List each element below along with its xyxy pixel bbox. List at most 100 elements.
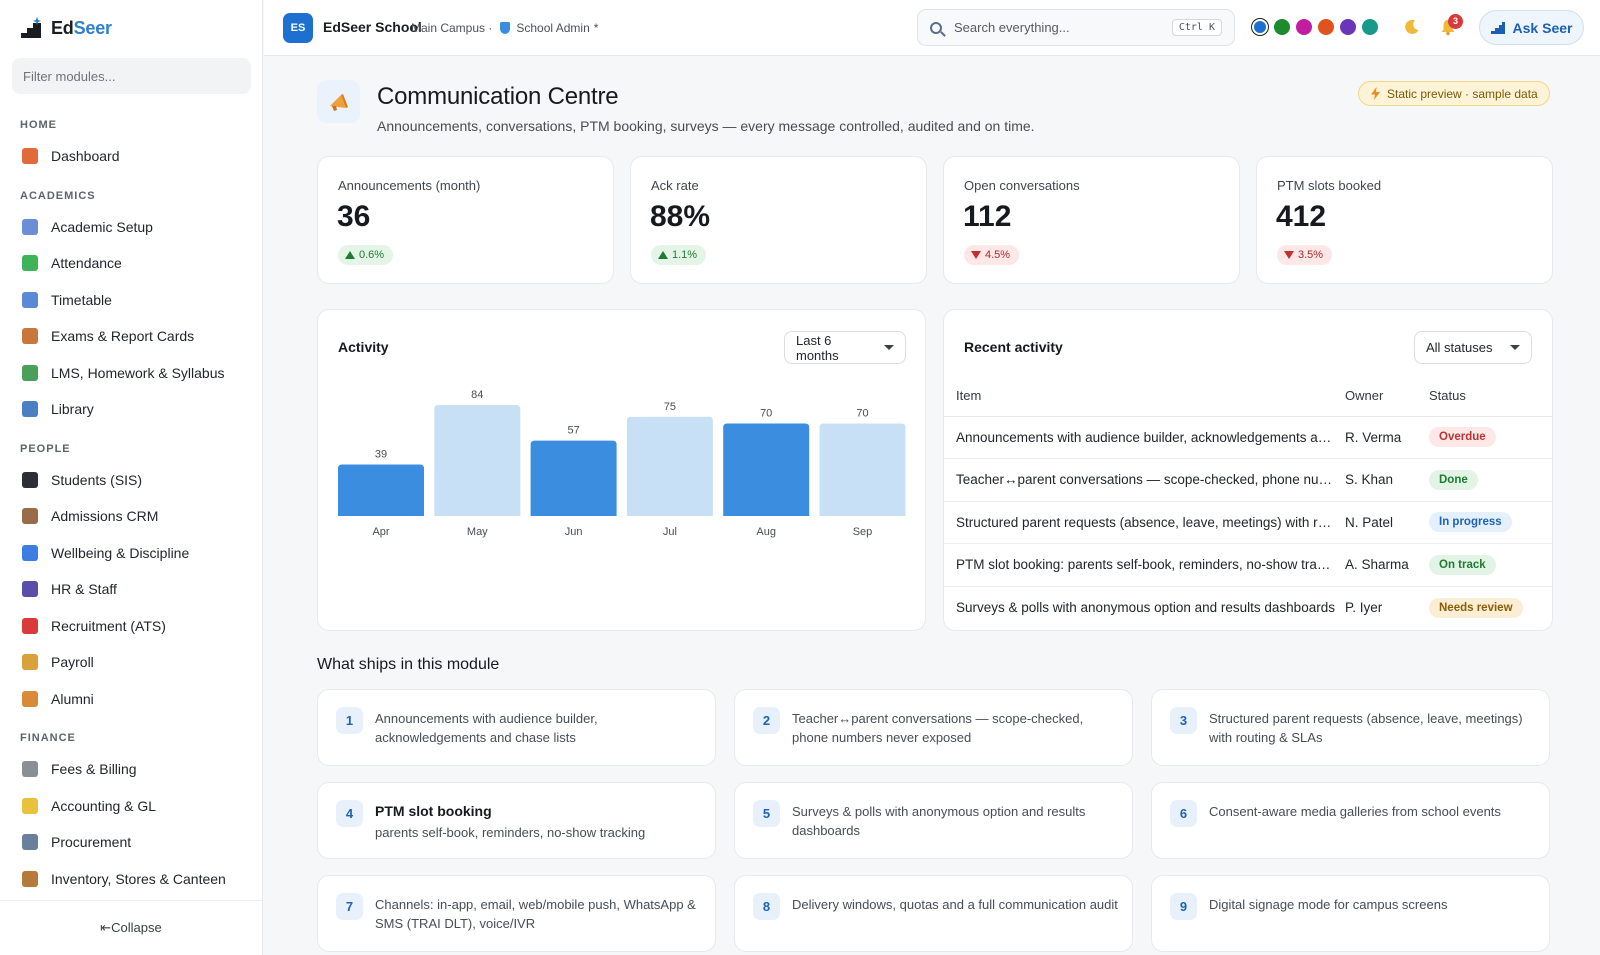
x-axis-tick-label: Aug <box>756 526 776 538</box>
status-filter-select[interactable]: All statuses <box>1414 331 1532 364</box>
cell-status: Needs review <box>1429 586 1552 629</box>
sidebar-item-students-sis[interactable]: Students (SIS) <box>0 462 262 499</box>
cell-status: Done <box>1429 458 1552 502</box>
bar-value-label: 70 <box>856 408 868 420</box>
feature-card: 7 Channels: in-app, email, web/mobile pus… <box>317 875 716 952</box>
feature-text: Digital signage mode for campus screens <box>1209 895 1539 914</box>
bar-jun[interactable] <box>530 440 617 516</box>
bar-value-label: 57 <box>567 425 579 437</box>
column-header-owner[interactable]: Owner <box>1345 376 1429 417</box>
theme-swatch[interactable] <box>1254 21 1266 33</box>
sidebar-nav: HOME Dashboard ACADEMICS Academic Setup Atte… <box>0 112 262 902</box>
activity-bar-chart: 39 Apr 84 May 57 Jun 75 Jul 70 Aug 70 Sep <box>338 389 906 538</box>
shield-icon <box>500 22 511 34</box>
x-axis-tick-label: Jul <box>663 526 677 538</box>
column-header-status[interactable]: Status <box>1429 376 1552 417</box>
static-preview-badge: Static preview · sample data <box>1358 81 1550 106</box>
ask-seer-button[interactable]: Ask Seer <box>1479 10 1584 45</box>
table-row[interactable]: Teacher↔parent conversations — scope-che… <box>944 458 1552 502</box>
feature-description: parents self-book, reminders, no-show tr… <box>375 825 646 840</box>
sidebar-item-wellbeing-discipline[interactable]: Wellbeing & Discipline <box>0 535 262 572</box>
sidebar-item-alumni[interactable]: Alumni <box>0 681 262 718</box>
sidebar-item-procurement[interactable]: Procurement <box>0 824 262 861</box>
sidebar-item-accounting-gl[interactable]: Accounting & GL <box>0 788 262 825</box>
global-search[interactable]: Search everything... Ctrl K <box>917 9 1235 46</box>
bar-jul[interactable] <box>626 416 713 516</box>
sidebar-item-attendance[interactable]: Attendance <box>0 245 262 282</box>
sidebar-item-exams-report-cards[interactable]: Exams & Report Cards <box>0 318 262 355</box>
sidebar-item-label: Wellbeing & Discipline <box>51 544 190 561</box>
sidebar-item-hr-staff[interactable]: HR & Staff <box>0 571 262 608</box>
check-box-icon <box>22 255 38 272</box>
cart-icon <box>22 834 38 851</box>
table-row[interactable]: Announcements with audience builder, ack… <box>944 416 1552 459</box>
bar-sep[interactable] <box>819 423 906 517</box>
feature-number: 7 <box>336 893 363 920</box>
school-name[interactable]: EdSeer School <box>323 19 422 35</box>
search-icon <box>930 21 942 34</box>
theme-swatch[interactable] <box>1274 19 1290 35</box>
item-text: Teacher↔parent conversations — scope-che… <box>956 472 1336 488</box>
feature-text: Structured parent requests (absence, lea… <box>1209 709 1539 747</box>
status-badge: On track <box>1429 554 1496 575</box>
cell-item: Surveys & polls with anonymous option an… <box>944 586 1345 629</box>
collapse-sidebar-button[interactable]: ⇤Collapse <box>0 900 262 955</box>
bar-may[interactable] <box>434 405 521 516</box>
sidebar-item-academic-setup[interactable]: Academic Setup <box>0 209 262 246</box>
sidebar-item-inventory-stores-canteen[interactable]: Inventory, Stores & Canteen <box>0 861 262 898</box>
theme-color-picker <box>1252 19 1378 35</box>
feature-card: 4 PTM slot booking parents self-book, remi… <box>317 782 716 859</box>
sidebar-item-fees-billing[interactable]: Fees & Billing <box>0 751 262 788</box>
table-row[interactable]: PTM slot booking: parents self-book, rem… <box>944 543 1552 587</box>
bar-apr[interactable] <box>338 464 424 516</box>
sidebar-item-label: Procurement <box>51 834 132 851</box>
school-logo[interactable]: ES <box>283 13 313 43</box>
feature-description: Channels: in-app, email, web/mobile push… <box>375 897 696 931</box>
sidebar-item-recruitment-ats[interactable]: Recruitment (ATS) <box>0 608 262 645</box>
sidebar-item-timetable[interactable]: Timetable <box>0 282 262 319</box>
cell-owner: A. Sharma <box>1345 543 1429 587</box>
kpi-delta-badge: 0.6% <box>338 245 394 265</box>
sidebar-item-dashboard[interactable]: Dashboard <box>0 138 262 175</box>
theme-swatch[interactable] <box>1362 19 1378 35</box>
status-badge: Done <box>1429 469 1478 490</box>
school-context[interactable]: Main Campus · School Admin * <box>411 21 598 35</box>
feature-description: Teacher↔parent conversations — scope-che… <box>792 711 1084 745</box>
kpi-value: 36 <box>337 200 371 233</box>
nav-section-heading: ACADEMICS <box>20 189 96 202</box>
moon-icon[interactable] <box>1404 19 1420 35</box>
feature-description: Announcements with audience builder, ack… <box>375 711 598 745</box>
sidebar-item-admissions-crm[interactable]: Admissions CRM <box>0 498 262 535</box>
search-shortcut-hint: Ctrl K <box>1171 19 1222 36</box>
table-row[interactable]: Structured parent requests (absence, lea… <box>944 501 1552 544</box>
table-row[interactable]: Surveys & polls with anonymous option an… <box>944 586 1552 629</box>
sidebar-item-label: Payroll <box>51 654 94 671</box>
table-header-row: Item Owner Status <box>944 376 1552 417</box>
column-header-item[interactable]: Item <box>944 376 1345 417</box>
status-badge: Overdue <box>1429 427 1496 448</box>
kpi-card: Ack rate 88% 1.1% <box>630 156 927 284</box>
sidebar-item-payroll[interactable]: Payroll <box>0 644 262 681</box>
sidebar-item-library[interactable]: Library <box>0 391 262 428</box>
role-label: School Admin <box>516 21 590 35</box>
sidebar-item-label: Accounting & GL <box>51 797 157 814</box>
sidebar-item-label: LMS, Homework & Syllabus <box>51 364 225 381</box>
activity-range-select[interactable]: Last 6 months <box>784 331 906 364</box>
brand-logo[interactable]: EdSeer <box>20 17 112 39</box>
cell-status: On track <box>1429 543 1552 587</box>
notification-count-badge: 3 <box>1448 14 1463 29</box>
page-title: Communication Centre <box>377 83 619 110</box>
kpi-delta-value: 3.5% <box>1298 249 1324 261</box>
nav-section-heading: HOME <box>20 119 57 131</box>
feature-description: Delivery windows, quotas and a full comm… <box>792 897 1118 912</box>
kpi-delta-badge: 1.1% <box>651 245 707 265</box>
feature-number: 1 <box>336 707 363 734</box>
stairs-icon <box>1490 21 1505 34</box>
theme-swatch[interactable] <box>1318 19 1334 35</box>
theme-swatch[interactable] <box>1340 19 1356 35</box>
sidebar-item-label: Timetable <box>51 291 112 308</box>
sidebar-item-lms-homework-syllabus[interactable]: LMS, Homework & Syllabus <box>0 355 262 392</box>
bar-aug[interactable] <box>723 423 810 517</box>
filter-modules-input[interactable] <box>12 58 251 94</box>
theme-swatch[interactable] <box>1296 19 1312 35</box>
